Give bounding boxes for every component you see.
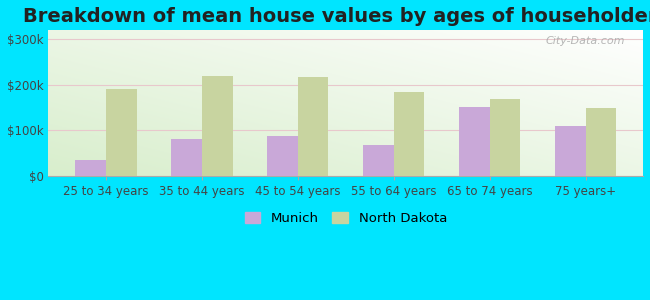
Bar [171, 139, 202, 176]
Text: City-Data.com: City-Data.com [546, 36, 625, 46]
Bar [586, 108, 616, 176]
Bar [555, 126, 586, 176]
Bar [363, 145, 394, 175]
Bar [106, 89, 136, 176]
Bar [267, 136, 298, 176]
Title: Breakdown of mean house values by ages of householders: Breakdown of mean house values by ages o… [23, 7, 650, 26]
Bar [202, 76, 233, 176]
Bar [489, 99, 520, 176]
Bar [75, 160, 106, 176]
Bar [394, 92, 424, 176]
Bar [298, 76, 328, 176]
Legend: Munich, North Dakota: Munich, North Dakota [239, 206, 452, 230]
Bar [459, 107, 489, 176]
